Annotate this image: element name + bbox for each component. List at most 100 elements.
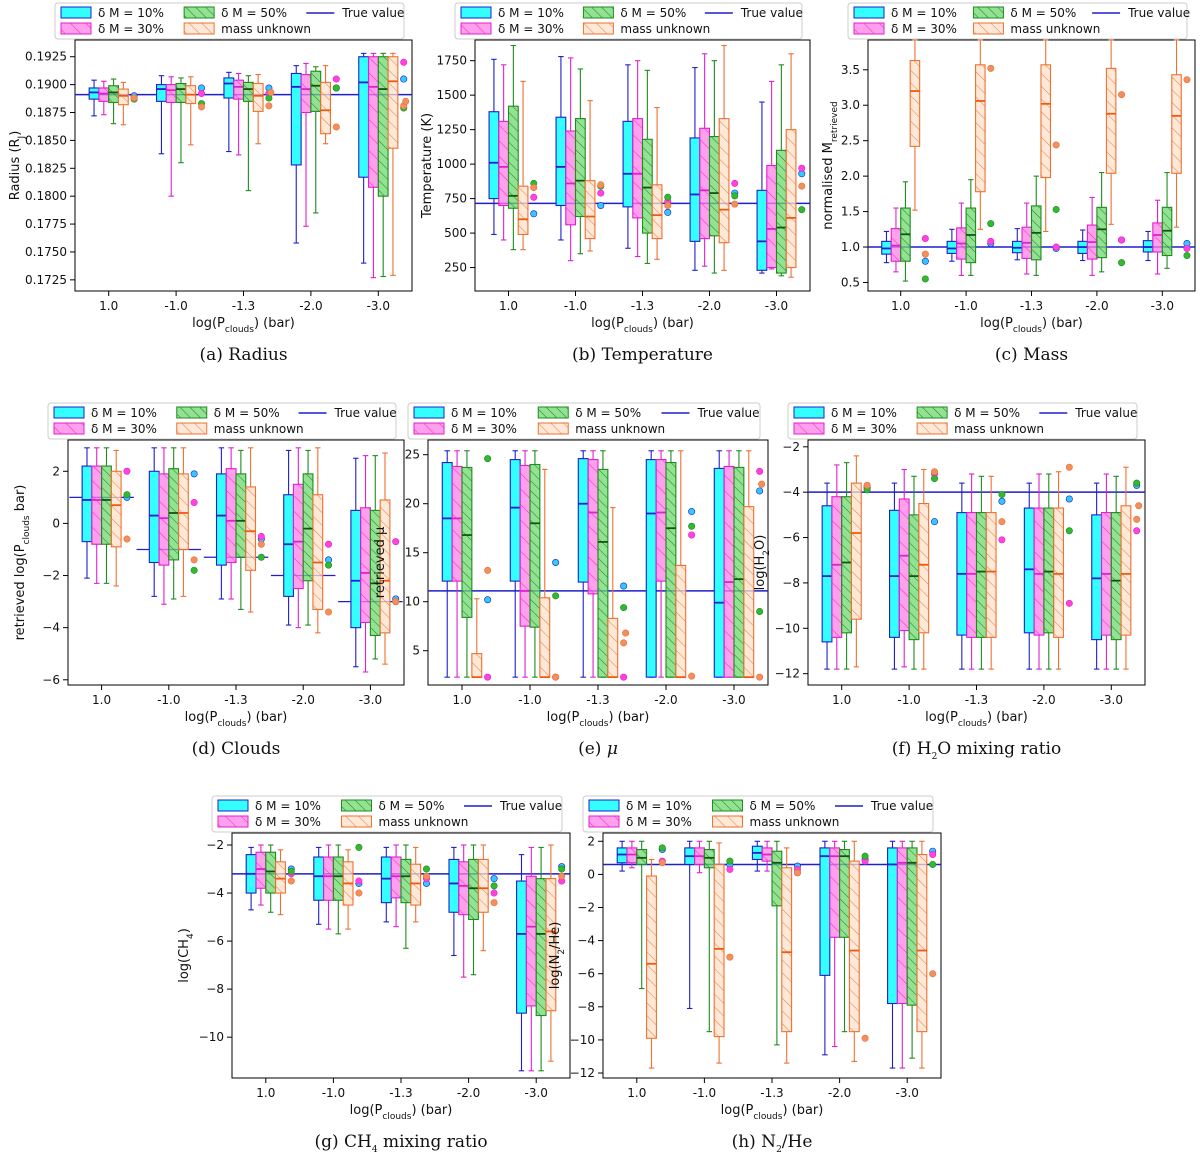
box-unk-3 xyxy=(312,447,324,634)
x-tick-label: -1.0 xyxy=(157,693,180,707)
outlier-point xyxy=(190,499,198,507)
caption: (h) N2/He xyxy=(732,1132,813,1155)
legend: δ M = 10% δ M = 30% δ M = 50% mass unknown T… xyxy=(787,402,1138,440)
box-body xyxy=(158,473,170,566)
outlier-point xyxy=(422,865,430,873)
outlier-point xyxy=(1118,236,1126,244)
outlier-point xyxy=(1052,243,1060,251)
legend-swatch xyxy=(712,799,743,812)
caption-part: (g) CH xyxy=(314,1132,371,1152)
legend-label: δ M = 50% xyxy=(954,406,1020,420)
y-tick-label: 0.1850 xyxy=(25,133,67,147)
x-tick-label: -3.0 xyxy=(765,299,788,313)
box-unk-1 xyxy=(539,468,551,679)
outlier-point xyxy=(597,189,605,197)
legend-frame xyxy=(211,795,563,833)
box-d30-2 xyxy=(233,72,245,156)
panel-c: 0.5 1.0 1.5 2.0 2.5 3.0 3.5 1.0 -1.0 -1.3 -2.0 -3.0… xyxy=(821,2,1196,365)
legend-swatch xyxy=(793,422,825,435)
outlier-point xyxy=(622,629,630,637)
outlier-point xyxy=(332,123,340,131)
legend-label: δ M = 50% xyxy=(221,6,287,20)
legend-swatch xyxy=(460,6,492,19)
box-body xyxy=(488,111,500,200)
box-body xyxy=(101,465,112,545)
outlier-point xyxy=(798,182,806,190)
outlier-point xyxy=(861,852,869,860)
caption-part: (b) Temperature xyxy=(572,345,713,365)
outlier-point xyxy=(558,865,566,873)
legend-label: δ M = 30% xyxy=(451,422,517,436)
outlier-point xyxy=(987,64,995,72)
y-axis-label-part: O) xyxy=(753,535,768,550)
x-axis-label: log(Pclouds) (bar) xyxy=(980,316,1083,335)
panel-g: −10 −8 −6 −4 −2 1.0 -1.0 -1.3 -2.0 -3.0 log(Pcloud… xyxy=(177,795,571,1155)
y-axis-label-part: log(H xyxy=(753,556,768,591)
outlier-point xyxy=(257,540,265,548)
legend-swatch xyxy=(972,6,1004,19)
y-tick-label: −8 xyxy=(206,982,224,996)
box-body xyxy=(252,82,264,112)
legend-label: mass unknown xyxy=(750,815,840,829)
outlier-point xyxy=(620,604,628,612)
x-tick-label: 1.0 xyxy=(499,299,518,313)
box-body xyxy=(819,847,831,976)
legend-swatch xyxy=(341,815,372,828)
outlier-point xyxy=(558,872,566,880)
box-d30-0 xyxy=(498,64,510,241)
outlier-point xyxy=(198,103,206,111)
x-axis-label-part: log(P xyxy=(185,710,218,725)
legend-label: δ M = 50% xyxy=(750,799,816,813)
x-tick-label: -2.0 xyxy=(1032,693,1055,707)
outlier-point xyxy=(756,607,764,615)
box-d30-0 xyxy=(890,207,902,273)
legend-label: δ M = 30% xyxy=(91,422,157,436)
y-tick-label: 1000 xyxy=(436,157,467,171)
box-d10-4 xyxy=(350,457,362,668)
box-body xyxy=(156,84,167,102)
panel-f: −12 −10 −8 −6 −4 −2 1.0 -1.0 -1.3 -2.0 -3.0 log(Pcl… xyxy=(753,402,1146,762)
x-axis-label-part: ) (bar) xyxy=(782,1103,823,1118)
box-d30-3 xyxy=(458,844,470,978)
y-axis-label-part: 2 xyxy=(557,949,567,955)
box-body xyxy=(708,135,720,237)
x-axis-label-part: clouds xyxy=(382,1112,411,1122)
x-tick-label: -1.0 xyxy=(897,693,920,707)
legend-swatch xyxy=(60,6,92,19)
box-body xyxy=(410,863,422,906)
legend-swatch xyxy=(53,422,85,435)
outlier-point xyxy=(552,592,560,600)
box-body xyxy=(1120,505,1132,636)
panel-h: −12 −10 −8 −6 −4 −2 0 2 1.0 -1.0 -1.3 -2.0 -3.0 log(P… xyxy=(548,795,942,1155)
outlier-point xyxy=(257,532,265,540)
outlier-point xyxy=(355,843,363,851)
x-axis-label: log(Pclouds) (bar) xyxy=(925,710,1028,729)
outlier-point xyxy=(552,558,560,566)
y-tick-label: −12 xyxy=(570,1066,595,1080)
box-unk-4 xyxy=(1171,39,1182,228)
y-axis-label-part: /He) xyxy=(548,922,563,949)
box-d50-3 xyxy=(665,450,677,678)
y-tick-label: 1500 xyxy=(436,88,467,102)
x-axis-label-part: clouds xyxy=(225,325,254,335)
box-body xyxy=(889,509,900,638)
x-axis-label-part: clouds xyxy=(1013,325,1042,335)
x-tick-label: -2.0 xyxy=(698,299,721,313)
outlier-point xyxy=(392,598,400,606)
outlier-point xyxy=(530,184,538,192)
box-unk-3 xyxy=(477,844,489,952)
legend: δ M = 10% δ M = 30% δ M = 50% mass unknown T… xyxy=(454,2,803,40)
x-axis-label-part: log(P xyxy=(192,316,225,331)
box-body xyxy=(535,878,547,1017)
box-body xyxy=(498,120,510,207)
box-d50-0 xyxy=(507,44,519,251)
outlier-point xyxy=(658,859,666,867)
y-tick-label: −8 xyxy=(782,576,800,590)
box-d10-0 xyxy=(821,482,833,670)
outlier-point xyxy=(1065,495,1073,503)
y-axis-label-part: retrieved log(P xyxy=(13,544,28,640)
box-unk-4 xyxy=(916,840,928,1069)
x-tick-label: 1.0 xyxy=(627,1086,646,1100)
x-axis-label-part: ) (bar) xyxy=(987,710,1028,725)
y-axis-label: retrieved μ xyxy=(373,527,388,598)
